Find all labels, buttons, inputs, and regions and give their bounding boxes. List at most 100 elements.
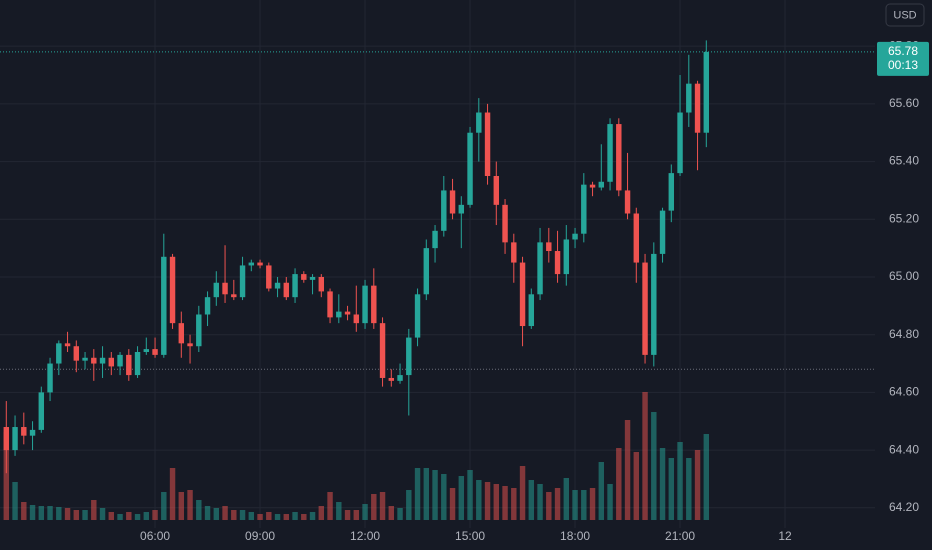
y-tick-label: 64.60 <box>889 385 919 399</box>
volume-bar <box>537 484 543 520</box>
volume-bar <box>651 412 657 520</box>
y-tick-label: 64.20 <box>889 500 919 514</box>
volume-bar <box>616 448 622 520</box>
volume-bar <box>239 510 246 520</box>
volume-bar <box>82 510 88 520</box>
candle-body <box>441 190 447 231</box>
candle-body <box>117 354 123 367</box>
x-tick-label: 06:00 <box>140 529 170 543</box>
volume-bar <box>598 462 605 520</box>
candle-body <box>344 311 351 315</box>
candle-body <box>213 282 220 298</box>
candle-body <box>196 314 202 347</box>
x-tick-label: 09:00 <box>245 529 275 543</box>
candle-body <box>38 392 45 430</box>
candle-body <box>309 276 316 280</box>
volume-bar <box>126 512 132 520</box>
volume-bar <box>458 476 465 520</box>
candle-body <box>248 262 255 266</box>
volume-bar <box>266 512 272 520</box>
currency-label: USD <box>893 9 916 21</box>
volume-bar <box>344 510 351 520</box>
candle-body <box>336 311 342 318</box>
candle-body <box>484 112 491 176</box>
candle-body <box>371 285 377 324</box>
volume-bar <box>371 494 377 520</box>
candle-body <box>327 291 333 318</box>
volume-bar <box>423 468 430 520</box>
volume-bar <box>677 442 683 520</box>
volume-bar <box>528 480 535 520</box>
candle-body <box>82 357 88 361</box>
candle-body <box>318 276 325 292</box>
y-tick-label: 64.40 <box>889 442 919 456</box>
volume-bar <box>589 488 596 520</box>
candle-body <box>29 429 36 436</box>
volume-bar <box>56 507 62 520</box>
candle-body <box>703 51 710 133</box>
candle-body <box>21 427 27 436</box>
candle-body <box>519 262 526 327</box>
volume-bar <box>38 506 45 520</box>
volume-bar <box>29 505 36 520</box>
candle-body <box>222 282 228 295</box>
volume-bar <box>73 510 80 520</box>
currency-button[interactable] <box>885 3 925 27</box>
x-tick-label: 21:00 <box>665 529 695 543</box>
candle-body <box>668 173 675 211</box>
candle-body <box>493 176 500 205</box>
volume-bar <box>694 450 701 520</box>
volume-bar <box>3 432 10 520</box>
volume-bar <box>143 512 150 520</box>
candle-body <box>581 184 587 234</box>
volume-bar <box>511 488 517 520</box>
candle-body <box>3 427 10 451</box>
volume-bar <box>64 508 71 520</box>
candle-body <box>283 282 290 298</box>
volume-bar <box>161 492 167 520</box>
volume-bar <box>502 486 508 520</box>
candle-body <box>239 265 246 298</box>
candle-body <box>476 112 482 133</box>
volume-bar <box>406 490 412 520</box>
volume-bar <box>152 510 158 520</box>
candle-body <box>406 337 412 376</box>
candle-body <box>624 190 631 214</box>
volume-bar <box>624 420 631 520</box>
candle-body <box>178 323 185 344</box>
volume-bar <box>117 514 123 520</box>
volume-bar <box>379 492 386 520</box>
volume-bar <box>222 506 228 520</box>
candle-body <box>108 357 115 367</box>
volume-bar <box>47 506 53 520</box>
candle-body <box>362 285 368 324</box>
volume-bar <box>283 514 290 520</box>
y-tick-label: 65.60 <box>889 96 919 110</box>
candle-body <box>301 274 307 280</box>
candle-body <box>651 253 657 355</box>
x-tick-label: 12:00 <box>350 529 380 543</box>
candle-body <box>397 375 403 381</box>
candle-body <box>414 294 421 338</box>
volume-bar <box>309 512 316 520</box>
candle-body <box>64 343 71 347</box>
volume-bar <box>169 468 176 520</box>
volume-bar <box>686 458 692 520</box>
volume-bar <box>257 514 263 520</box>
candle-body <box>73 346 80 361</box>
volume-bar <box>563 478 570 520</box>
candle-body <box>56 343 62 364</box>
candle-body <box>379 323 386 378</box>
candle-body <box>187 343 193 347</box>
candle-body <box>161 256 167 355</box>
x-tick-label: 15:00 <box>455 529 485 543</box>
candle-body <box>99 357 106 364</box>
volume-bar <box>21 502 27 520</box>
volume-bar <box>607 484 613 520</box>
y-tick-label: 65.00 <box>889 269 919 283</box>
volume-bar <box>467 470 473 520</box>
volume-bar <box>581 490 587 520</box>
candle-body <box>607 124 613 182</box>
volume-bar <box>546 492 552 520</box>
